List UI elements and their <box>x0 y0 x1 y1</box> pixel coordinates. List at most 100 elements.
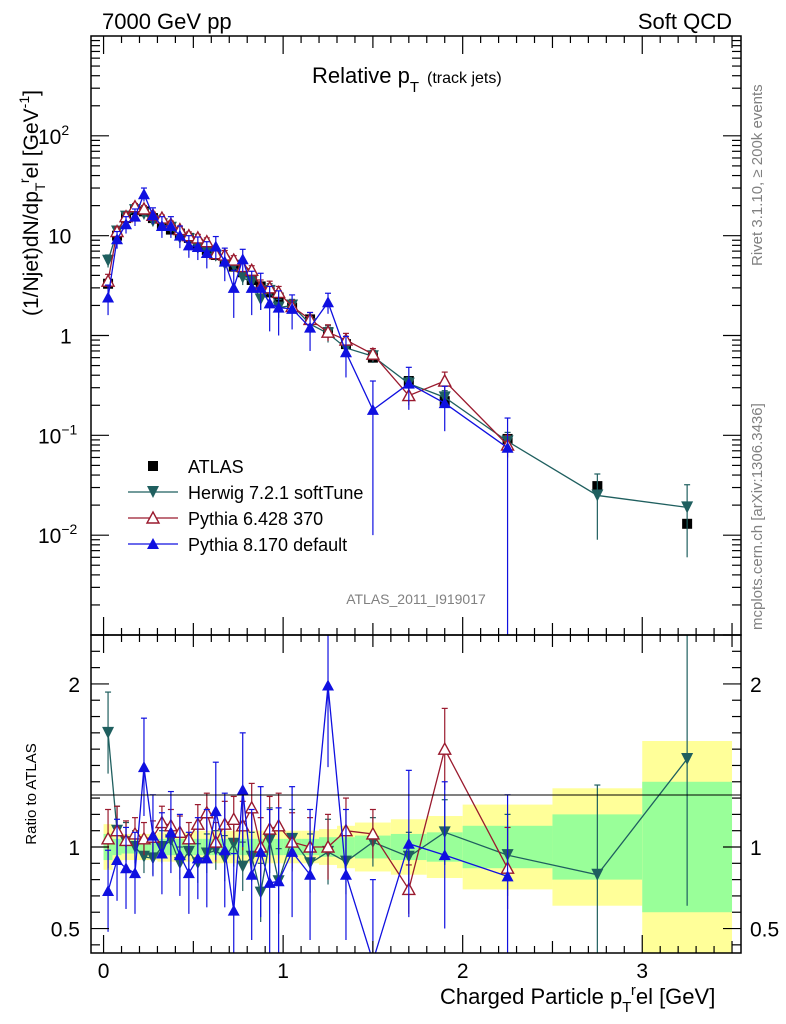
ratio-point-pythia8 <box>254 845 267 857</box>
ratio-point-pythia8 <box>322 679 335 691</box>
main-y-tick-base: 1 <box>60 326 72 349</box>
ratio-point-herwig <box>227 837 240 850</box>
ratio-point-pythia8 <box>146 829 159 841</box>
ratio-y-tick-label-left: 2 <box>68 674 80 697</box>
ratio-point-pythia8 <box>286 845 299 857</box>
ratio-point-pythia8 <box>120 862 133 874</box>
data-point-pythia6 <box>136 201 152 215</box>
x-tick-label: 1 <box>277 960 289 983</box>
ratio-point-pythia8 <box>128 867 141 879</box>
ratio-point-pythia8 <box>137 761 150 773</box>
ratio-line-pythia8 <box>107 685 508 953</box>
legend-label-pythia6: Pythia 6.428 370 <box>188 509 323 529</box>
main-y-axis-title: (1/Njet)dN/dpTrel [GeV-1] <box>16 90 48 316</box>
data-point-pythia8 <box>236 253 249 265</box>
data-point-pythia8 <box>209 240 222 252</box>
data-point-herwig <box>591 489 604 502</box>
ratio-point-pythia8 <box>402 837 415 849</box>
ratio-point-pythia8 <box>173 849 186 861</box>
header-right: Soft QCD <box>638 9 732 34</box>
ratio-series-pythia6 <box>100 707 515 914</box>
data-point-pythia8 <box>218 255 231 267</box>
data-point-pythia8 <box>438 397 451 409</box>
data-point-pythia8 <box>501 441 514 453</box>
ratio-point-pythia8 <box>339 868 352 880</box>
main-y-tick-label: 102 <box>38 122 69 149</box>
legend-entry-herwig: Herwig 7.2.1 softTune <box>128 483 363 503</box>
data-point-pythia8 <box>155 219 168 231</box>
data-point-pythia8 <box>254 281 267 293</box>
data-point-pythia8 <box>322 296 335 308</box>
data-point-pythia8 <box>200 247 213 259</box>
data-point-pythia8 <box>173 229 186 241</box>
ratio-y-axis-title: Ratio to ATLAS <box>23 743 40 844</box>
ratio-point-pythia8 <box>209 805 222 817</box>
x-tick-label: 3 <box>636 960 648 983</box>
ratio-point-pythia8 <box>236 783 249 795</box>
ratio-point-pythia8 <box>501 870 514 882</box>
ratio-series-layer <box>100 635 694 966</box>
ratio-y-tick-label-left: 1 <box>68 837 80 860</box>
main-y-tick-base: 10 <box>38 126 61 149</box>
main-title-extra: (track jets) <box>427 70 502 87</box>
ratio-y-tick-label-left: 0.5 <box>51 919 80 942</box>
ratio-point-pythia6 <box>320 839 336 853</box>
main-y-tick-label: 1 <box>60 326 72 349</box>
rivet-label: Rivet 3.1.10, ≥ 200k events <box>749 84 766 266</box>
ratio-point-pythia8 <box>367 955 379 966</box>
data-point-pythia6 <box>320 324 336 338</box>
ratio-point-herwig <box>102 726 115 739</box>
data-point-pythia8 <box>304 321 317 333</box>
main-y-tick-exp: −2 <box>61 521 77 537</box>
ratio-point-herwig <box>681 752 694 765</box>
data-point-pythia8 <box>227 281 240 293</box>
data-point-pythia6 <box>365 346 381 360</box>
legend-marker-pythia8 <box>147 538 159 549</box>
series-herwig <box>102 204 694 558</box>
main-y-tick-exp: −1 <box>61 421 77 437</box>
main-y-tick-label: 10 <box>48 226 71 249</box>
ratio-point-pythia6 <box>437 741 452 755</box>
main-y-tick-exp: 2 <box>61 122 69 138</box>
legend-label-herwig: Herwig 7.2.1 softTune <box>188 483 363 503</box>
ratio-point-pythia8 <box>218 844 231 856</box>
data-point-pythia8 <box>120 218 133 230</box>
main-y-tick-base: 10 <box>38 525 61 548</box>
ratio-point-pythia8 <box>182 867 195 879</box>
data-point-pythia8 <box>402 377 415 389</box>
legend-label-atlas: ATLAS <box>188 457 244 477</box>
data-point-pythia8 <box>182 239 195 251</box>
ratio-series-pythia8 <box>102 635 514 966</box>
ratio-point-herwig <box>591 868 604 881</box>
main-series-layer <box>100 187 694 635</box>
main-y-tick-label: 10−1 <box>38 421 78 448</box>
legend-marker-herwig <box>147 486 159 498</box>
ratio-point-herwig <box>137 850 150 863</box>
data-point-pythia6 <box>437 373 452 387</box>
ratio-point-pythia8 <box>438 849 451 861</box>
main-y-tick-base: 10 <box>48 226 71 249</box>
legend-entry-atlas: ATLAS <box>148 457 244 477</box>
ratio-y-tick-label-right: 1 <box>750 837 762 860</box>
data-point-pythia8 <box>286 302 299 314</box>
main-y-tick-base: 10 <box>38 425 61 448</box>
legend-marker-atlas <box>148 461 158 471</box>
ratio-point-pythia8 <box>155 847 168 859</box>
ratio-point-pythia6 <box>226 811 241 825</box>
data-point-pythia8 <box>111 233 124 245</box>
data-point-pythia8 <box>102 291 115 303</box>
legend-entry-pythia6: Pythia 6.428 370 <box>128 509 323 529</box>
ratio-y-tick-label-right: 2 <box>750 674 762 697</box>
series-pythia8 <box>102 187 514 635</box>
data-point-pythia8 <box>272 301 285 313</box>
legend: ATLAS Herwig 7.2.1 softTune Pythia 6.428 3… <box>128 457 363 555</box>
data-point-pythia8 <box>245 281 258 293</box>
series-line-pythia8 <box>107 192 508 449</box>
main-y-tick-label: 10−2 <box>38 521 78 548</box>
legend-label-pythia8: Pythia 8.170 default <box>188 535 347 555</box>
main-title-sub: T <box>410 79 419 96</box>
data-point-pythia8 <box>128 210 141 222</box>
data-point-pythia8 <box>191 240 204 252</box>
